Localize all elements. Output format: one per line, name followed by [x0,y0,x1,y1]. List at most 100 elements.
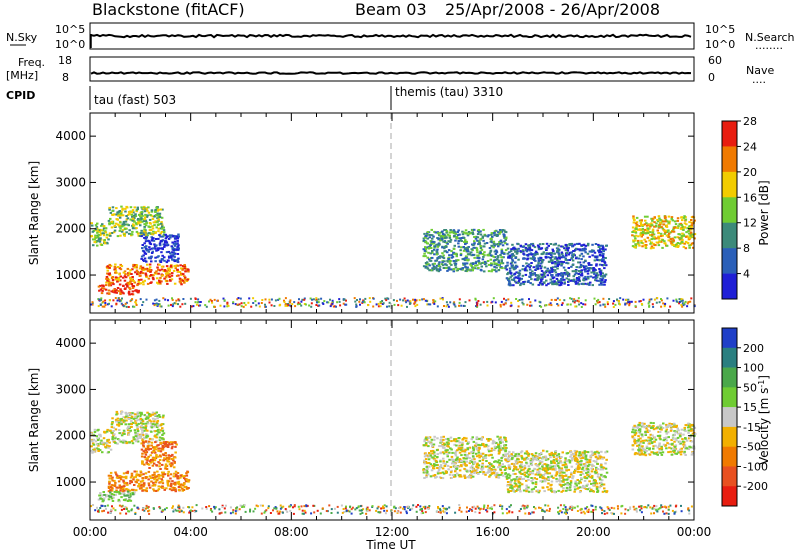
echo-cell [172,253,175,256]
scatter-cell [257,302,260,305]
echo-cell [152,221,156,224]
echo-cell [544,247,548,250]
echo-cell [577,272,581,275]
echo-cell [124,287,127,290]
echo-cell [599,277,602,280]
echo-cell [672,230,676,233]
scatter-cell [418,299,421,302]
echo-cell [424,461,428,463]
echo-cell [173,264,176,267]
echo-cell [171,480,174,483]
echo-cell [120,225,123,228]
echo-cell [532,266,535,269]
colorbar-swatch [722,197,737,224]
echo-cell [140,455,144,458]
echo-cell [154,232,157,234]
colorbar-swatch [722,248,737,274]
echo-cell [493,230,497,233]
echo-cell [145,487,148,490]
scatter-cell [381,300,384,302]
echo-cell [423,249,427,252]
echo-cell [121,223,125,226]
echo-cell [152,425,156,428]
echo-cell [559,280,562,283]
echo-cell [124,210,127,213]
echo-cell [432,453,436,456]
echo-cell [553,283,556,286]
scatter-cell [197,298,200,301]
echo-cell [124,220,128,223]
echo-cell [561,276,564,279]
scatter-cell [566,303,569,306]
scatter-cell [327,301,330,304]
echo-cell [477,454,481,457]
echo-cell [141,434,145,437]
echo-cell [556,263,559,266]
echo-cell [171,272,174,275]
echo-cell [603,260,606,263]
echo-cell [587,277,590,280]
echo-cell [471,263,475,265]
echo-cell [145,248,148,251]
echo-cell [423,459,426,462]
echo-cell [175,443,178,446]
echo-cell [492,439,495,442]
echo-cell [470,265,473,267]
echo-cell [170,455,173,457]
echo-cell [106,428,109,431]
echo-cell [650,238,653,241]
echo-cell [507,473,510,476]
echo-cell [486,438,489,441]
echo-cell [130,472,134,475]
echo-cell [169,477,172,480]
scatter-cell [681,298,684,301]
scatter-cell [415,299,418,302]
echo-cell [122,479,125,482]
echo-cell [130,415,134,418]
echo-cell [539,480,542,483]
echo-cell [500,260,503,263]
echo-cell [439,464,443,467]
echo-cell [455,459,459,462]
echo-cell [601,275,604,278]
echo-cell [163,277,166,280]
echo-cell [130,211,134,213]
echo-cell [433,438,436,441]
echo-cell [676,217,680,220]
echo-cell [160,226,164,229]
echo-cell [635,223,639,226]
scatter-cell [597,298,600,301]
echo-cell [539,259,543,262]
echo-cell [533,272,536,275]
echo-cell [557,279,560,282]
echo-cell [503,229,506,232]
echo-cell [679,227,683,230]
echo-cell [147,470,151,473]
echo-cell [164,452,167,454]
scatter-cell [261,299,264,301]
nave-legend-dots: .... [752,73,766,86]
echo-cell [474,452,478,455]
echo-cell [563,272,566,274]
echo-cell [151,423,155,426]
echo-cell [604,273,608,276]
echo-cell [165,443,168,446]
echo-cell [152,446,155,449]
echo-cell [155,249,158,252]
echo-cell [633,235,636,238]
echo-cell [593,251,597,254]
echo-cell [146,429,149,432]
echo-cell [493,441,496,444]
echo-cell [493,250,497,253]
echo-cell [433,435,436,438]
echo-cell [102,227,106,230]
echo-cell [438,234,441,237]
echo-cell [596,274,600,277]
y-tick-label: 3000 [55,175,86,189]
echo-cell [176,239,179,242]
echo-cell [156,419,160,422]
echo-cell [476,462,479,465]
echo-cell [130,420,133,423]
scatter-cell [104,302,107,304]
echo-cell [157,485,160,488]
